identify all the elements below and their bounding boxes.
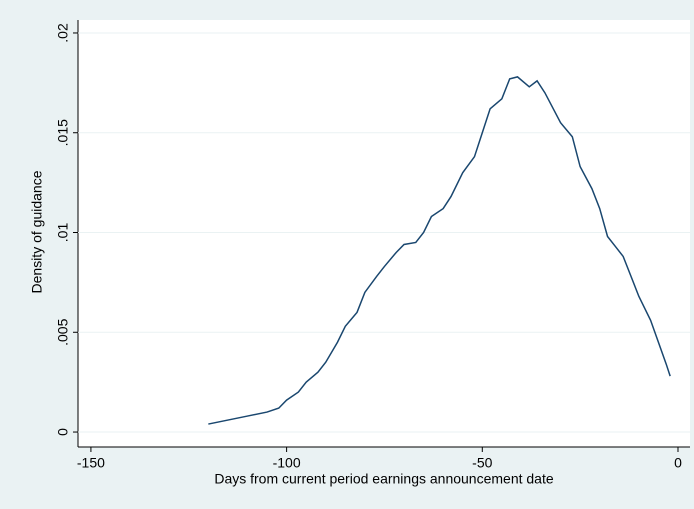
y-tick-label: .02 [55, 23, 71, 43]
x-tick-label: -100 [273, 455, 301, 471]
plot-area [78, 20, 690, 447]
x-axis-title: Days from current period earnings announ… [214, 471, 554, 487]
y-tick-label: .015 [55, 119, 71, 146]
y-tick-label: .005 [55, 318, 71, 345]
y-tick-label: 0 [55, 428, 71, 436]
y-axis-title: Density of guidance [29, 170, 45, 293]
x-tick-label: -150 [77, 455, 105, 471]
density-line [208, 76, 671, 425]
x-tick-label: -50 [472, 455, 492, 471]
x-tick-label: 0 [674, 455, 682, 471]
y-tick-label: .01 [55, 223, 71, 243]
